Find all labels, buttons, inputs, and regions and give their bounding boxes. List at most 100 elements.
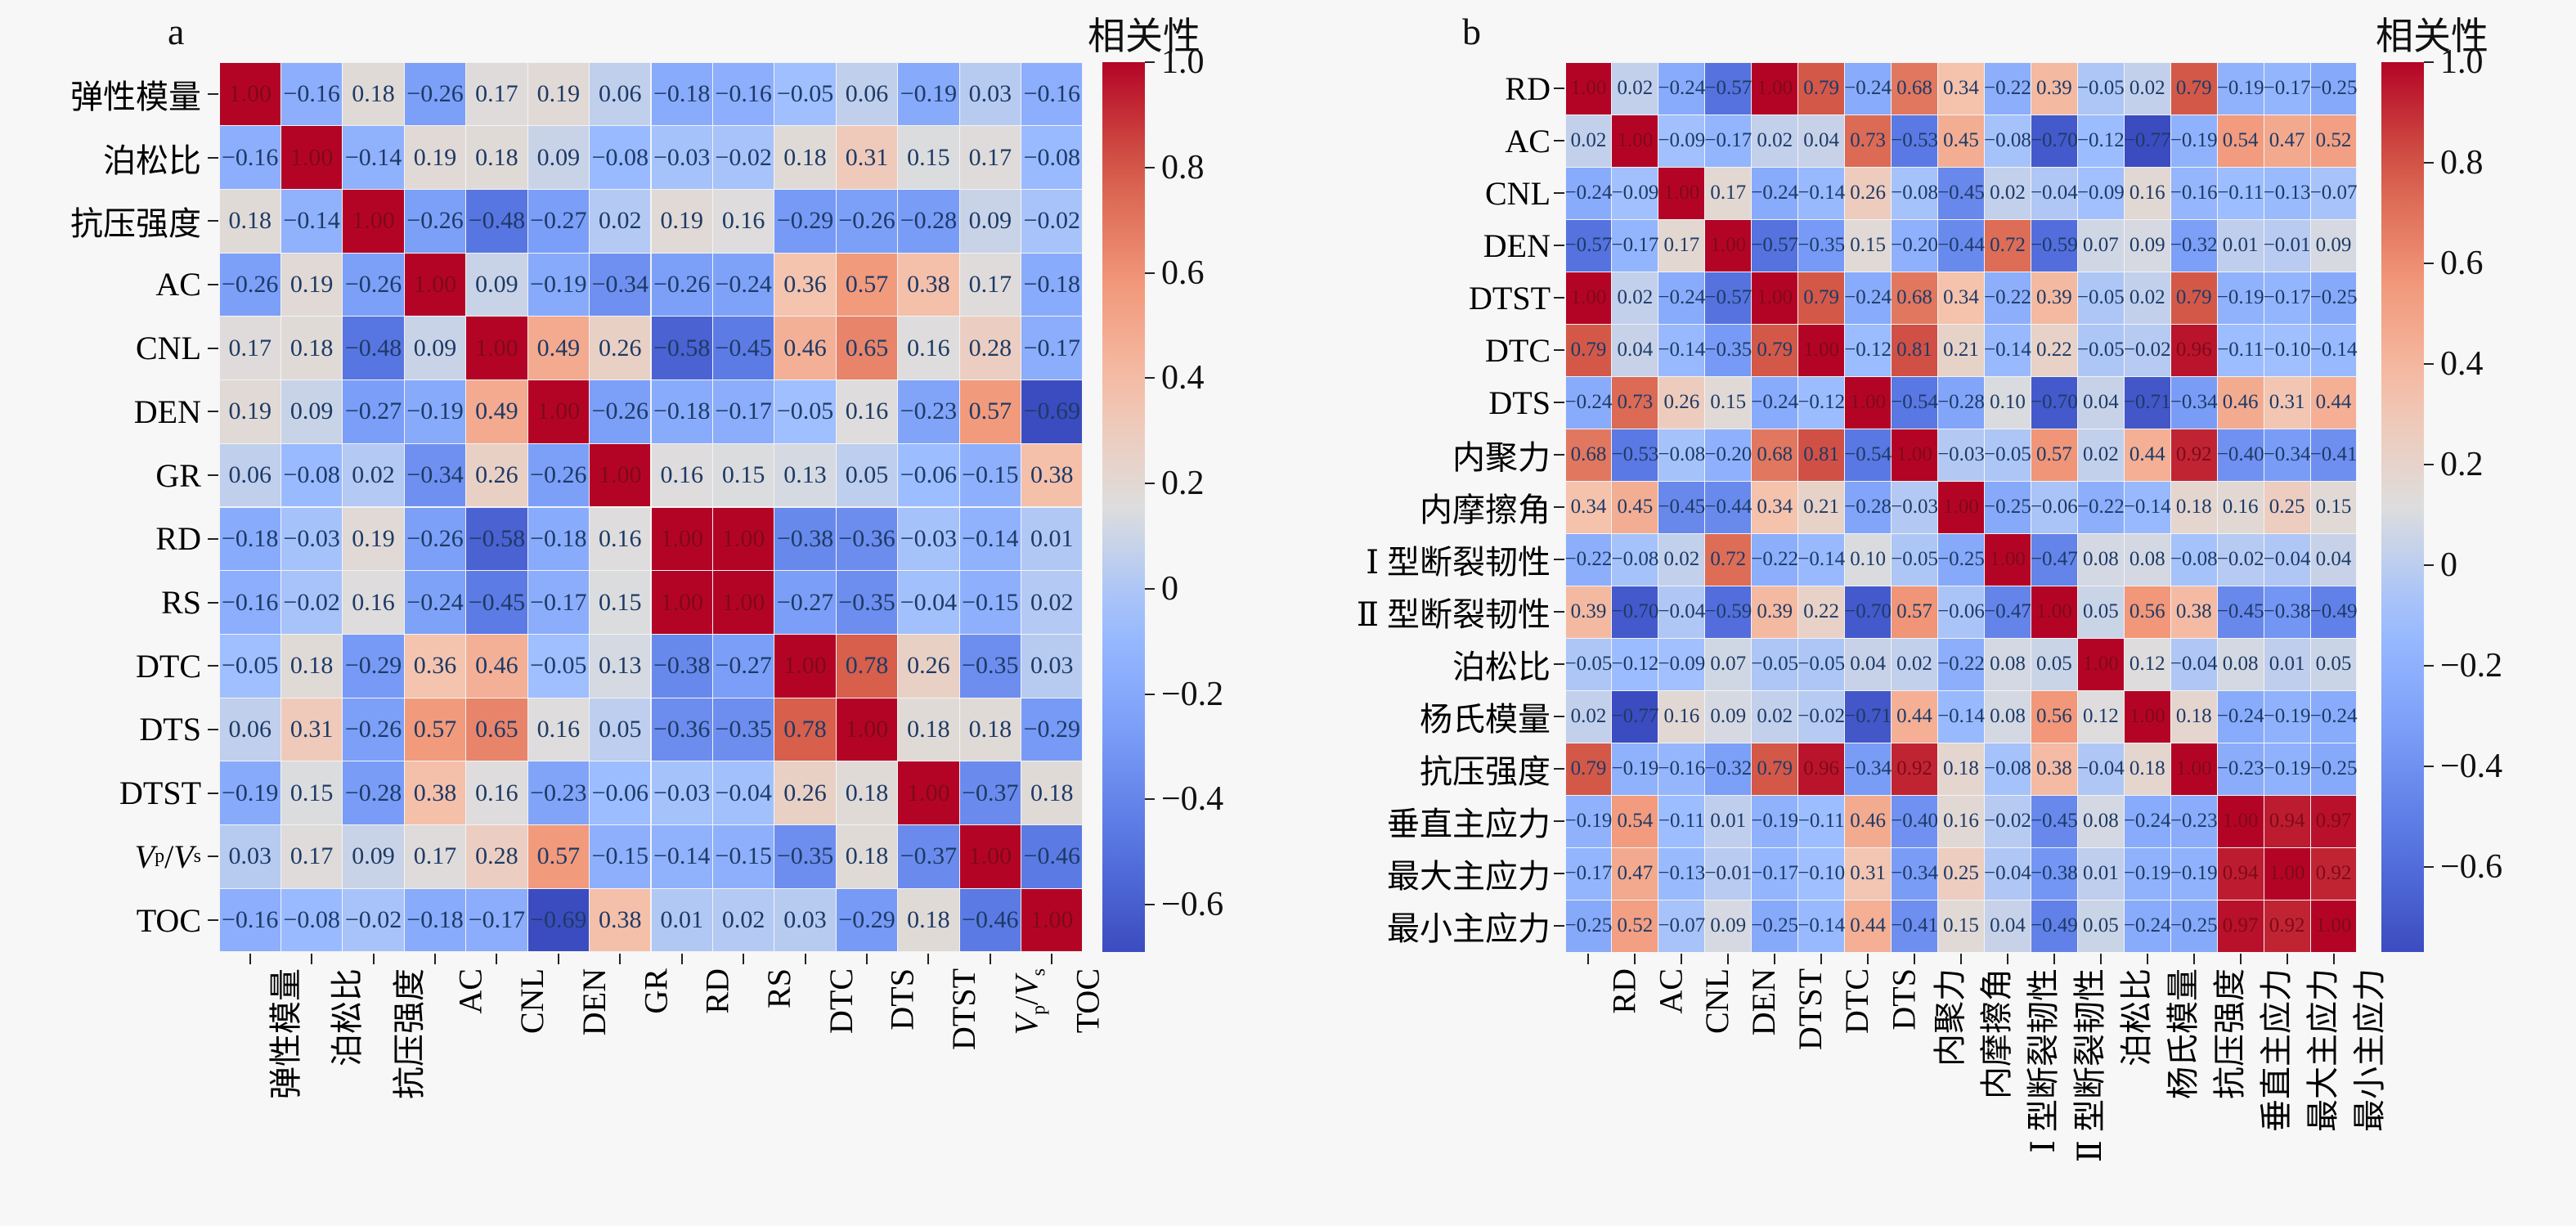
- heatmap-cell: −0.17: [1565, 847, 1612, 900]
- colorbar-a-title: 相关性: [1088, 16, 1200, 57]
- heatmap-cell: −0.41: [1891, 900, 1938, 952]
- heatmap-cell: 1.00: [2264, 847, 2310, 900]
- heatmap-cell: −0.17: [527, 571, 590, 634]
- colorbar-tick: [2424, 161, 2434, 164]
- heatmap-cell: 0.09: [343, 825, 404, 888]
- x-axis-tick: [311, 954, 313, 964]
- heatmap-cell: −0.25: [2310, 62, 2357, 115]
- heatmap-cell: 0.09: [2124, 219, 2170, 272]
- heatmap-cell: −0.08: [280, 888, 343, 952]
- heatmap-cell: 0.15: [898, 126, 959, 189]
- heatmap-cell: 0.02: [1021, 571, 1083, 634]
- heatmap-cell: 0.12: [2077, 690, 2124, 743]
- heatmap-cell: −0.70: [2031, 115, 2078, 167]
- heatmap-cell: 0.03: [219, 825, 280, 888]
- colorbar-tick: [2424, 765, 2434, 767]
- heatmap-cell: −0.15: [959, 571, 1021, 634]
- heatmap-cell: 0.02: [1565, 115, 1612, 167]
- x-axis-tick: [1727, 954, 1730, 964]
- heatmap-cell: −0.18: [1021, 253, 1083, 317]
- heatmap-cell: −0.11: [1798, 795, 1845, 847]
- heatmap-cell: 0.13: [590, 634, 651, 698]
- heatmap-cell: 0.65: [836, 317, 898, 380]
- heatmap-cell: 0.18: [774, 126, 836, 189]
- heatmap-cell: −0.05: [219, 634, 280, 698]
- heatmap-cell: 0.18: [219, 189, 280, 253]
- heatmap-cell: 0.17: [1705, 167, 1752, 219]
- heatmap-cell: −0.13: [2264, 167, 2311, 219]
- heatmap-cell: 0.15: [1938, 900, 1984, 952]
- y-axis-tick: [1554, 506, 1564, 508]
- heatmap-cell: −0.32: [2170, 219, 2218, 272]
- heatmap-cell: −0.35: [1704, 324, 1752, 376]
- heatmap-cell: 0.18: [898, 698, 959, 761]
- heatmap-cell: −0.14: [959, 507, 1021, 571]
- heatmap-cell: 0.45: [1938, 115, 1984, 167]
- heatmap-cell: 0.10: [1845, 533, 1892, 586]
- heatmap-cell: −0.35: [1797, 219, 1845, 272]
- heatmap-cell: −0.53: [1891, 115, 1938, 167]
- heatmap-cell: 0.79: [1565, 743, 1612, 795]
- x-axis-tick: [989, 954, 991, 964]
- heatmap-cell: 0.17: [219, 317, 280, 380]
- heatmap-cell: −0.03: [651, 126, 712, 189]
- heatmap-cell: 0.16: [898, 317, 959, 380]
- heatmap-cell: −0.14: [1797, 167, 1845, 219]
- heatmap-cell: 0.44: [1845, 900, 1892, 952]
- heatmap-cell: 0.17: [280, 825, 343, 888]
- heatmap-cell: −0.05: [1984, 429, 2031, 481]
- heatmap-cell: −0.77: [2124, 115, 2171, 167]
- heatmap-cell: −0.16: [1021, 62, 1083, 126]
- heatmap-cell: −0.02: [280, 571, 343, 634]
- heatmap-cell: 0.68: [1752, 429, 1798, 481]
- heatmap-cell: −0.05: [2077, 62, 2125, 115]
- heatmap-cell: 1.00: [712, 507, 774, 571]
- heatmap-cell: −0.02: [1021, 189, 1083, 253]
- heatmap-cell: −0.26: [343, 698, 404, 761]
- heatmap-cell: 0.18: [1938, 743, 1984, 795]
- heatmap-cell: −0.46: [959, 888, 1021, 952]
- heatmap-cell: 0.65: [466, 698, 527, 761]
- colorbar-tick-label: −0.2: [1161, 675, 1224, 713]
- row-label: DTC: [1485, 331, 1551, 369]
- heatmap-cell: 0.57: [527, 825, 590, 888]
- heatmap-cell: −0.26: [343, 253, 404, 317]
- heatmap-cell: −0.23: [898, 380, 959, 443]
- heatmap-cell: −0.36: [836, 507, 898, 571]
- row-label: DTS: [139, 711, 201, 748]
- heatmap-cell: 0.57: [2031, 429, 2077, 481]
- heatmap-cell: −0.29: [343, 634, 404, 698]
- heatmap-cell: 1.00: [1565, 272, 1612, 324]
- heatmap-cell: 0.16: [712, 189, 774, 253]
- heatmap-cell: 0.03: [1021, 634, 1083, 698]
- x-axis-tick: [2146, 954, 2148, 964]
- heatmap-cell: −0.04: [2264, 533, 2311, 586]
- heatmap-cell: 1.00: [712, 571, 774, 634]
- heatmap-cell: −0.46: [1021, 825, 1083, 888]
- heatmap-cell: 0.92: [2264, 900, 2310, 952]
- colorbar-tick-label: 0: [1161, 569, 1178, 608]
- heatmap-cell: 0.78: [836, 634, 898, 698]
- heatmap-cell: 0.08: [2077, 533, 2124, 586]
- heatmap-cell: 0.21: [1798, 481, 1845, 533]
- heatmap-cell: 0.12: [2124, 638, 2170, 690]
- heatmap-cell: 0.57: [1892, 586, 1938, 638]
- heatmap-cell: 1.00: [1892, 429, 1938, 481]
- y-axis-tick: [1554, 349, 1564, 351]
- heatmap-cell: 0.39: [2031, 272, 2077, 324]
- heatmap-cell: 0.56: [2031, 690, 2077, 743]
- heatmap-cell: 1.00: [1845, 376, 1892, 429]
- heatmap-cell: −0.20: [1704, 429, 1752, 481]
- heatmap-cell: −0.09: [2077, 167, 2125, 219]
- heatmap-cell: 0.16: [1938, 795, 1984, 847]
- heatmap-cell: 0.17: [404, 825, 466, 888]
- heatmap-cell: −0.14: [1658, 324, 1705, 376]
- heatmap-cell: 0.39: [1565, 586, 1612, 638]
- heatmap-cell: 0.22: [2031, 324, 2077, 376]
- heatmap-cell: −0.07: [1658, 900, 1705, 952]
- heatmap-cell: 0.02: [1612, 272, 1658, 324]
- heatmap-cell: −0.29: [1021, 698, 1083, 761]
- colorbar-tick-label: 1.0: [2440, 43, 2484, 81]
- heatmap-cell: −0.04: [898, 571, 959, 634]
